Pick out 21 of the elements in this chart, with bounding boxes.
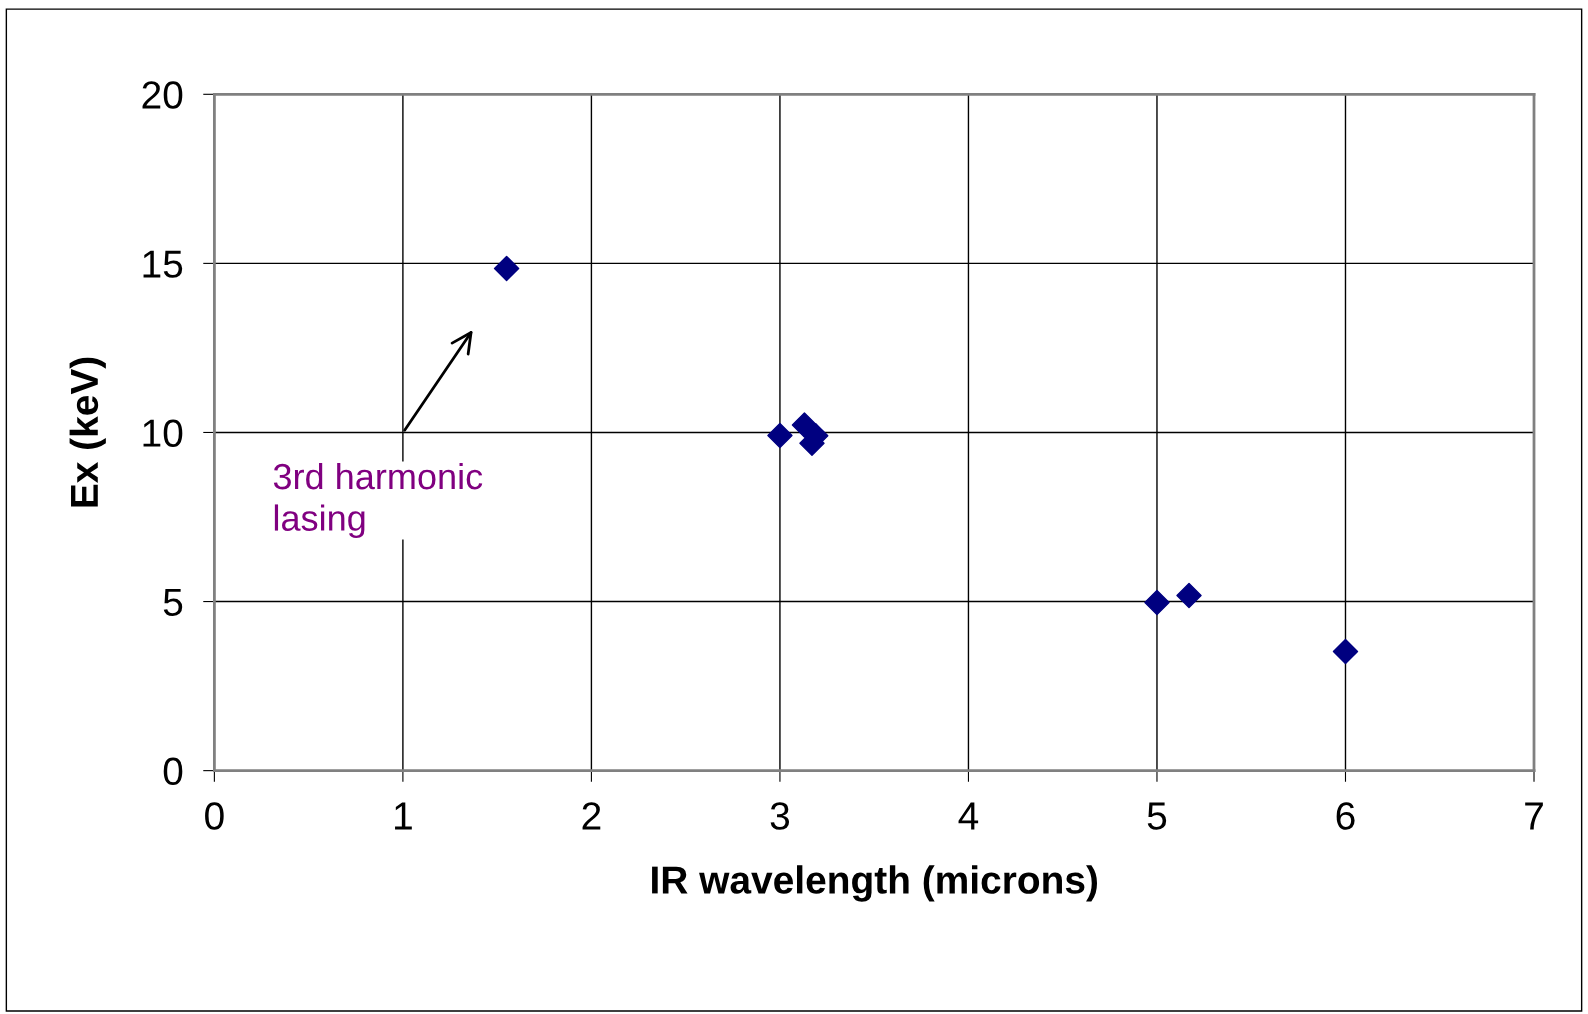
x-tick-label: 3 — [770, 802, 790, 830]
y-tick-label: 20 — [142, 81, 183, 109]
point — [1144, 589, 1170, 616]
y-tick-label: 5 — [163, 588, 183, 617]
x-tick-label: 5 — [1147, 802, 1167, 830]
y-axis-title: Ex (keV) — [69, 357, 106, 507]
point — [1332, 638, 1359, 665]
annotation: 3rd harmonic lasing — [273, 462, 483, 539]
x-axis-title: IR wavelength (microns) — [652, 865, 1098, 902]
y-tick-label: 0 — [163, 757, 183, 786]
point — [493, 255, 520, 282]
x-tick-label: 7 — [1525, 802, 1543, 830]
x-tick-label: 4 — [958, 802, 979, 830]
point — [767, 422, 793, 449]
y-tick-label: 10 — [143, 419, 183, 447]
x-tick-label: 0 — [205, 802, 224, 830]
x-tick-label: 6 — [1336, 802, 1355, 830]
x-tick-label: 2 — [582, 802, 601, 830]
y-tick-label: 15 — [143, 250, 183, 278]
x-tick-label: 1 — [395, 802, 412, 830]
point — [1176, 582, 1202, 609]
